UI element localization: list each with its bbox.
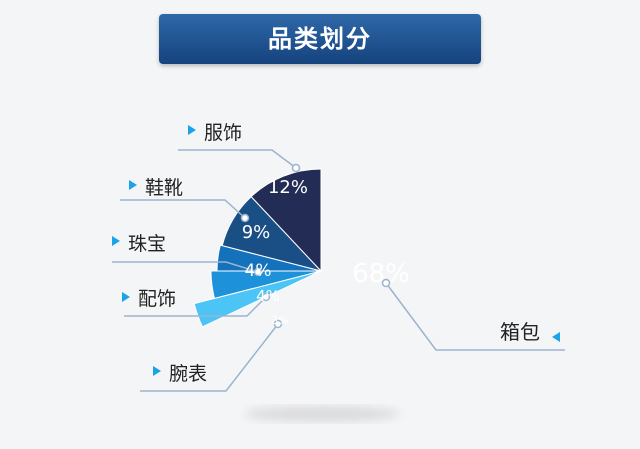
leader-line — [112, 261, 259, 273]
category-label: 鞋靴 — [145, 177, 183, 199]
marker-triangle-icon — [112, 236, 120, 246]
category-label: 配饰 — [138, 288, 176, 310]
pie-percent-label: 4% — [256, 287, 280, 305]
pie-percent-label: 3% — [271, 314, 288, 327]
category-label: 珠宝 — [128, 233, 166, 255]
pie-shadow — [244, 406, 400, 422]
leader-dot — [273, 319, 283, 329]
leader-dot — [253, 267, 263, 277]
pie-percent-label: 68% — [352, 259, 410, 289]
title-banner: 品类划分 — [159, 14, 481, 64]
pie-percent-label: 12% — [268, 177, 308, 198]
leader-line — [140, 323, 279, 392]
pie-percent-label: 4% — [245, 261, 272, 281]
marker-triangle-icon — [129, 180, 137, 190]
marker-triangle-icon — [153, 366, 161, 376]
category-label: 腕表 — [169, 363, 207, 385]
leader-line — [178, 149, 297, 169]
leader-line — [385, 282, 565, 351]
pie-slice — [210, 270, 322, 299]
marker-triangle-icon — [188, 125, 196, 135]
pie-percent-label: 9% — [242, 222, 271, 243]
pie-slice — [250, 168, 322, 273]
leader-dot — [261, 292, 271, 302]
leader-line — [124, 296, 267, 317]
leader-dot — [291, 163, 301, 173]
leader-line — [120, 199, 246, 219]
category-label: 服饰 — [204, 122, 242, 144]
chart-title: 品类划分 — [268, 25, 372, 53]
category-label: 箱包 — [500, 320, 540, 344]
marker-triangle-icon — [122, 292, 130, 302]
marker-triangle-icon — [552, 332, 560, 342]
leader-dot — [240, 213, 250, 223]
leader-dot — [381, 278, 391, 288]
